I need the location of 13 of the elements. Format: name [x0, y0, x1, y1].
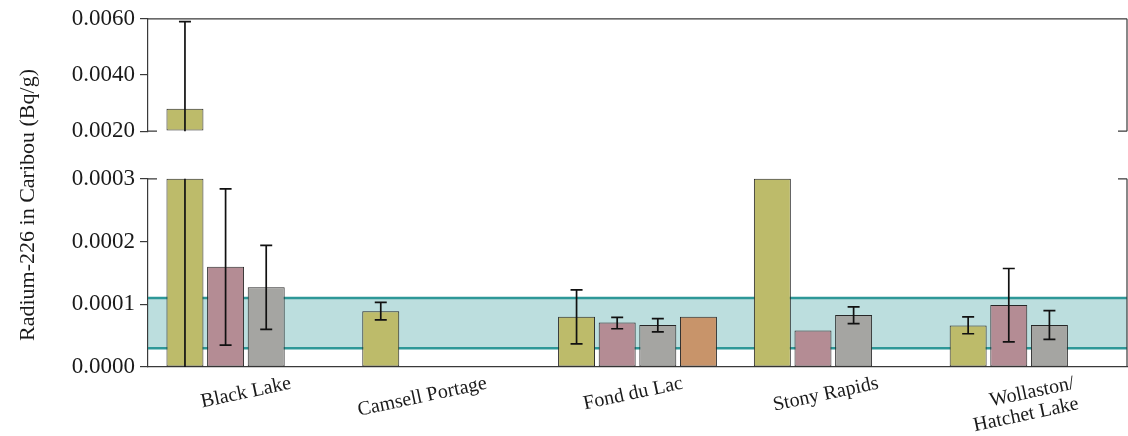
x-tick-label: Camsell Portage — [355, 370, 489, 421]
y-tick-label: 0.0020 — [71, 117, 135, 143]
y-tick-label: 0.0002 — [71, 227, 135, 253]
x-tick-label: Black Lake — [198, 370, 293, 412]
x-tick-label: Stony Rapids — [770, 370, 881, 416]
x-tick-label: Wollaston/ Hatchet Lake — [970, 370, 1081, 436]
x-tick-label: Fond du Lac — [580, 370, 685, 414]
y-tick-label: 0.0001 — [71, 290, 135, 316]
y-tick-label: 0.0040 — [71, 61, 135, 87]
y-tick-label: 0.0060 — [71, 4, 135, 30]
y-axis-title: Radium-226 in Caribou (Bq/g) — [14, 69, 40, 341]
y-tick-label: 0.0000 — [71, 353, 135, 379]
y-tick-label: 0.0003 — [71, 164, 135, 190]
